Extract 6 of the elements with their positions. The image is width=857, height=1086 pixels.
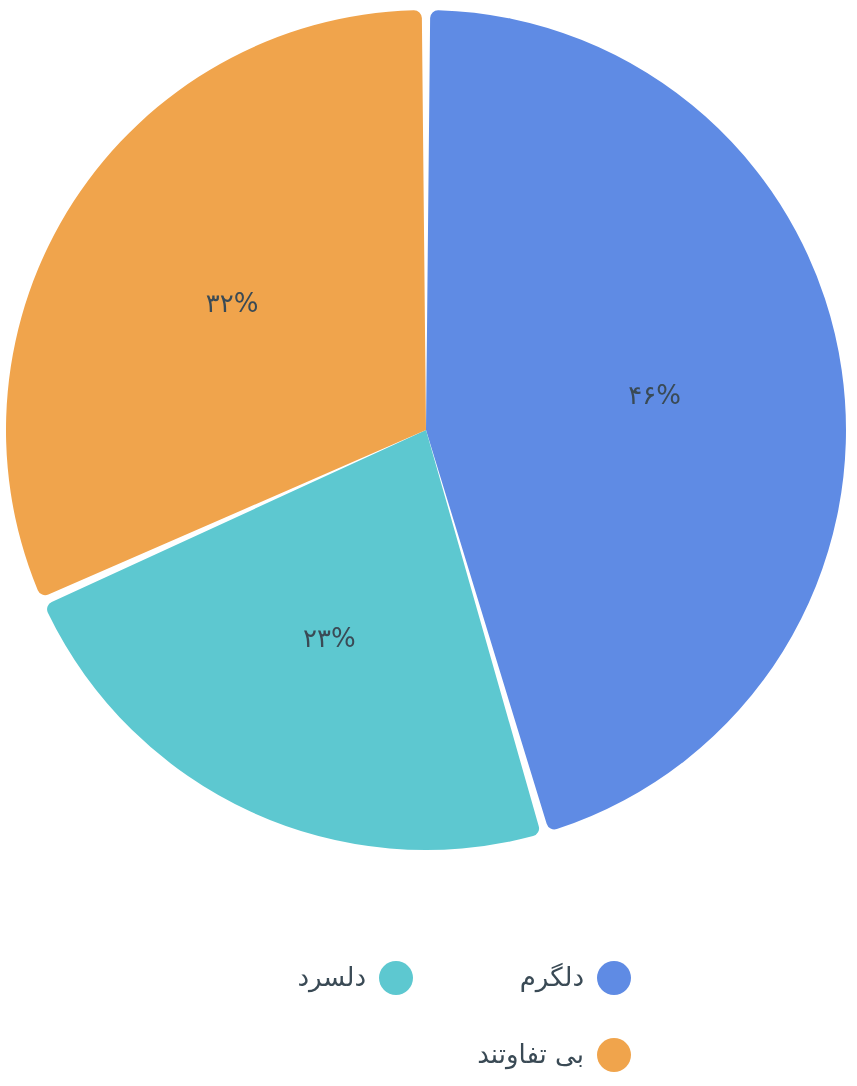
legend-label: دلگرم bbox=[519, 961, 584, 993]
data-label: ۴۶% bbox=[628, 380, 681, 411]
legend-label: بی تفاوتند bbox=[477, 1038, 584, 1070]
data-label: ۲۳% bbox=[303, 623, 356, 654]
data-label: ۳۲% bbox=[205, 287, 259, 318]
legend-label: دلسرد bbox=[297, 961, 366, 993]
